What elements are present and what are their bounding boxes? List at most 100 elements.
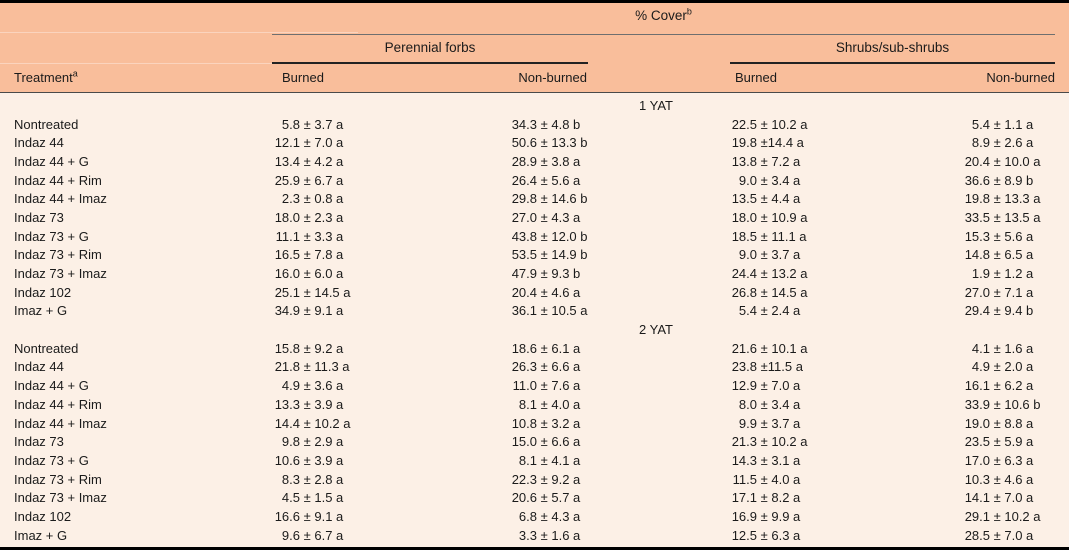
value-error-and-letter: ± 13.2 a — [757, 266, 808, 282]
value-cell: 18.5 ± 11.1 a — [712, 227, 880, 246]
value-cell: 21.8 ± 11.3 a — [272, 358, 430, 377]
table-row: Indaz 73 + Imaz 4.5 ± 1.5 a 20.6 ± 5.7 a 17… — [0, 488, 1069, 507]
value-cell: 13.4 ± 4.2 a — [272, 152, 430, 171]
treatment-cell: Indaz 44 + Imaz — [14, 191, 107, 207]
value-number: 8.0 — [738, 396, 757, 412]
table-row: Indaz 73 + G 11.1 ± 3.3 a 43.8 ± 12.0 b 18.… — [0, 227, 1069, 246]
value-error-and-letter: ± 4.0 a — [537, 396, 581, 412]
value-number: 18.6 — [511, 340, 537, 356]
value-number: 4.9 — [281, 378, 300, 394]
spacer-cell — [600, 376, 712, 395]
value-number: 20.6 — [511, 490, 537, 506]
value-error-and-letter: ± 7.0 a — [300, 135, 344, 151]
empty-cell — [272, 320, 430, 339]
table-row: Indaz 44 + G 4.9 ± 3.6 a 11.0 ± 7.6 a 12.9 … — [0, 376, 1069, 395]
treatment-cell: Indaz 73 + Imaz — [14, 266, 107, 282]
treatment-cell: Indaz 44 — [14, 135, 64, 151]
spacer-cell — [600, 526, 712, 545]
empty-cell — [712, 320, 880, 339]
treatment-cell: Indaz 73 — [14, 434, 64, 450]
value-error-and-letter: ± 6.6 a — [537, 434, 581, 450]
value-number: 53.5 — [511, 247, 537, 263]
value-cell: 34.3 ± 4.8 b — [430, 115, 600, 134]
header-divider — [0, 63, 358, 64]
data-table: 1 YAT Nontreated 5.8 ± 3.7 a 34.3 ± 4.8 b 22… — [0, 96, 1069, 545]
value-error-and-letter: ± 5.6 a — [990, 228, 1034, 244]
value-cell: 53.5 ± 14.9 b — [430, 246, 600, 265]
value-number: 29.4 — [964, 303, 990, 319]
value-number: 47.9 — [511, 266, 537, 282]
value-number: 13.8 — [731, 153, 757, 169]
value-number: 12.1 — [274, 135, 300, 151]
value-number: 14.1 — [964, 490, 990, 506]
treatment-cell: Indaz 44 + G — [14, 153, 89, 169]
shrubs-group-label: Shrubs/sub-shrubs — [835, 40, 950, 55]
value-cell: 18.0 ± 10.9 a — [712, 208, 880, 227]
value-error-and-letter: ±11.5 a — [757, 359, 803, 375]
value-number: 15.3 — [964, 228, 990, 244]
value-cell: 21.3 ± 10.2 a — [712, 432, 880, 451]
value-number: 33.9 — [964, 396, 990, 412]
value-cell: 25.9 ± 6.7 a — [272, 171, 430, 190]
section-label-cell: 2 YAT — [639, 322, 673, 338]
table-row: Indaz 73 18.0 ± 2.3 a 27.0 ± 4.3 a 18.0 ± 1… — [0, 208, 1069, 227]
value-error-and-letter: ± 3.1 a — [757, 452, 801, 468]
value-number: 9.0 — [738, 247, 757, 263]
value-error-and-letter: ± 2.6 a — [990, 135, 1034, 151]
value-number: 8.1 — [518, 396, 537, 412]
value-number: 33.5 — [964, 209, 990, 225]
value-cell: 6.8 ± 4.3 a — [430, 507, 600, 526]
table-row: Indaz 102 16.6 ± 9.1 a 6.8 ± 4.3 a 16.9 ± 9… — [0, 507, 1069, 526]
value-cell: 16.9 ± 9.9 a — [712, 507, 880, 526]
value-number: 3.3 — [518, 527, 537, 543]
value-number: 22.5 — [731, 116, 757, 132]
value-error-and-letter: ± 10.6 b — [990, 396, 1041, 412]
value-error-and-letter: ± 6.0 a — [300, 266, 344, 282]
value-number: 9.9 — [738, 415, 757, 431]
value-error-and-letter: ± 4.8 b — [537, 116, 581, 132]
value-cell: 43.8 ± 12.0 b — [430, 227, 600, 246]
value-error-and-letter: ± 12.0 b — [537, 228, 588, 244]
value-error-and-letter: ± 4.1 a — [537, 452, 581, 468]
spacer-cell — [600, 152, 712, 171]
value-number: 21.3 — [731, 434, 757, 450]
value-error-and-letter: ± 9.4 b — [990, 303, 1034, 319]
value-cell: 10.8 ± 3.2 a — [430, 414, 600, 433]
value-error-and-letter: ± 3.7 a — [300, 116, 344, 132]
value-cell: 9.0 ± 3.4 a — [712, 171, 880, 190]
value-error-and-letter: ± 13.3 b — [537, 135, 588, 151]
sh-burned-column-header: Burned — [735, 70, 777, 85]
value-cell: 18.6 ± 6.1 a — [430, 339, 600, 358]
value-number: 29.8 — [511, 191, 537, 207]
value-cell: 4.9 ± 2.0 a — [880, 358, 1069, 377]
value-error-and-letter: ± 7.6 a — [537, 378, 581, 394]
value-error-and-letter: ± 7.8 a — [300, 247, 344, 263]
value-number: 27.0 — [964, 284, 990, 300]
treatment-column-header: Treatmenta — [14, 69, 78, 85]
value-error-and-letter: ± 2.4 a — [757, 303, 801, 319]
value-cell: 19.8 ±14.4 a — [712, 133, 880, 152]
value-error-and-letter: ± 13.5 a — [990, 209, 1041, 225]
value-error-and-letter: ± 1.6 a — [990, 340, 1034, 356]
spacer-cell — [600, 432, 712, 451]
table-row: Indaz 73 + Rim 8.3 ± 2.8 a 22.3 ± 9.2 a 11.… — [0, 470, 1069, 489]
value-error-and-letter: ± 3.4 a — [757, 396, 801, 412]
treatment-cell: Indaz 102 — [14, 508, 72, 524]
value-cell: 20.4 ± 4.6 a — [430, 283, 600, 302]
value-number: 28.5 — [964, 527, 990, 543]
value-cell: 8.9 ± 2.6 a — [880, 133, 1069, 152]
value-cell: 33.9 ± 10.6 b — [880, 395, 1069, 414]
value-cell: 17.1 ± 8.2 a — [712, 488, 880, 507]
value-error-and-letter: ± 10.2 a — [990, 508, 1041, 524]
value-error-and-letter: ± 4.0 a — [757, 471, 801, 487]
value-error-and-letter: ± 5.7 a — [537, 490, 581, 506]
value-cell: 19.0 ± 8.8 a — [880, 414, 1069, 433]
value-error-and-letter: ± 3.2 a — [537, 415, 581, 431]
empty-cell — [0, 96, 272, 115]
value-number: 12.9 — [731, 378, 757, 394]
value-error-and-letter: ± 4.4 a — [757, 191, 801, 207]
value-error-and-letter: ± 10.2 a — [757, 434, 808, 450]
value-cell: 9.0 ± 3.7 a — [712, 246, 880, 265]
section-label-cell: 1 YAT — [639, 97, 673, 113]
